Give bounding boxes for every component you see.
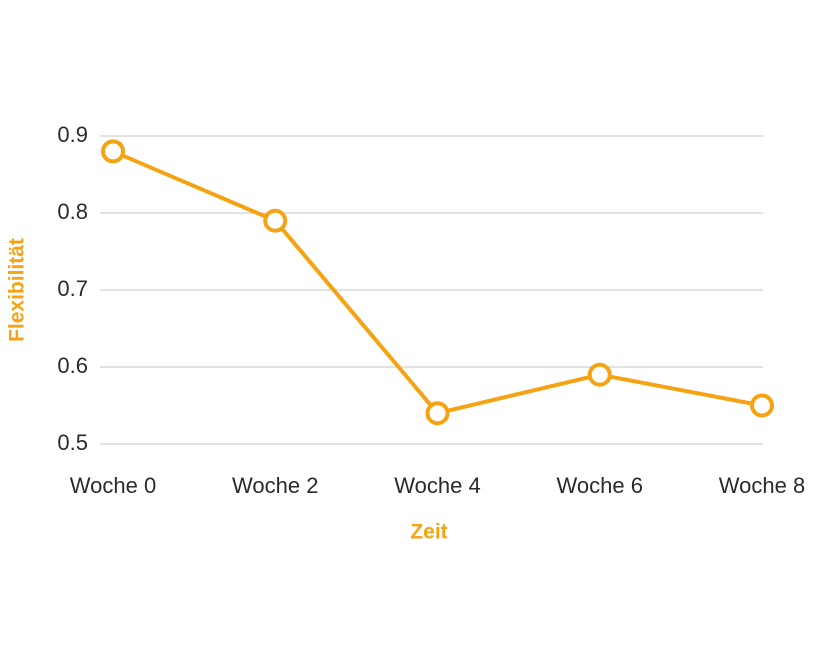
point bbox=[263, 208, 288, 233]
x-tick-label: Woche 2 bbox=[232, 473, 318, 498]
x-axis-title: Zeit bbox=[410, 521, 447, 544]
y-tick-label: 0.8 bbox=[57, 199, 88, 224]
y-tick-label: 0.7 bbox=[57, 276, 88, 301]
y-axis-title: Flexibilität bbox=[6, 238, 29, 342]
point bbox=[425, 401, 450, 426]
x-tick-label: Woche 4 bbox=[394, 473, 480, 498]
point bbox=[587, 362, 612, 387]
y-tick-label: 0.9 bbox=[57, 122, 88, 147]
x-tick-label: Woche 0 bbox=[70, 473, 156, 498]
x-tick-label: Woche 6 bbox=[557, 473, 643, 498]
y-tick-label: 0.6 bbox=[57, 353, 88, 378]
point bbox=[750, 393, 774, 418]
x-tick-label: Woche 8 bbox=[719, 473, 805, 498]
line bbox=[112, 149, 763, 416]
y-tick-label: 0.5 bbox=[57, 430, 88, 455]
point bbox=[101, 139, 125, 164]
